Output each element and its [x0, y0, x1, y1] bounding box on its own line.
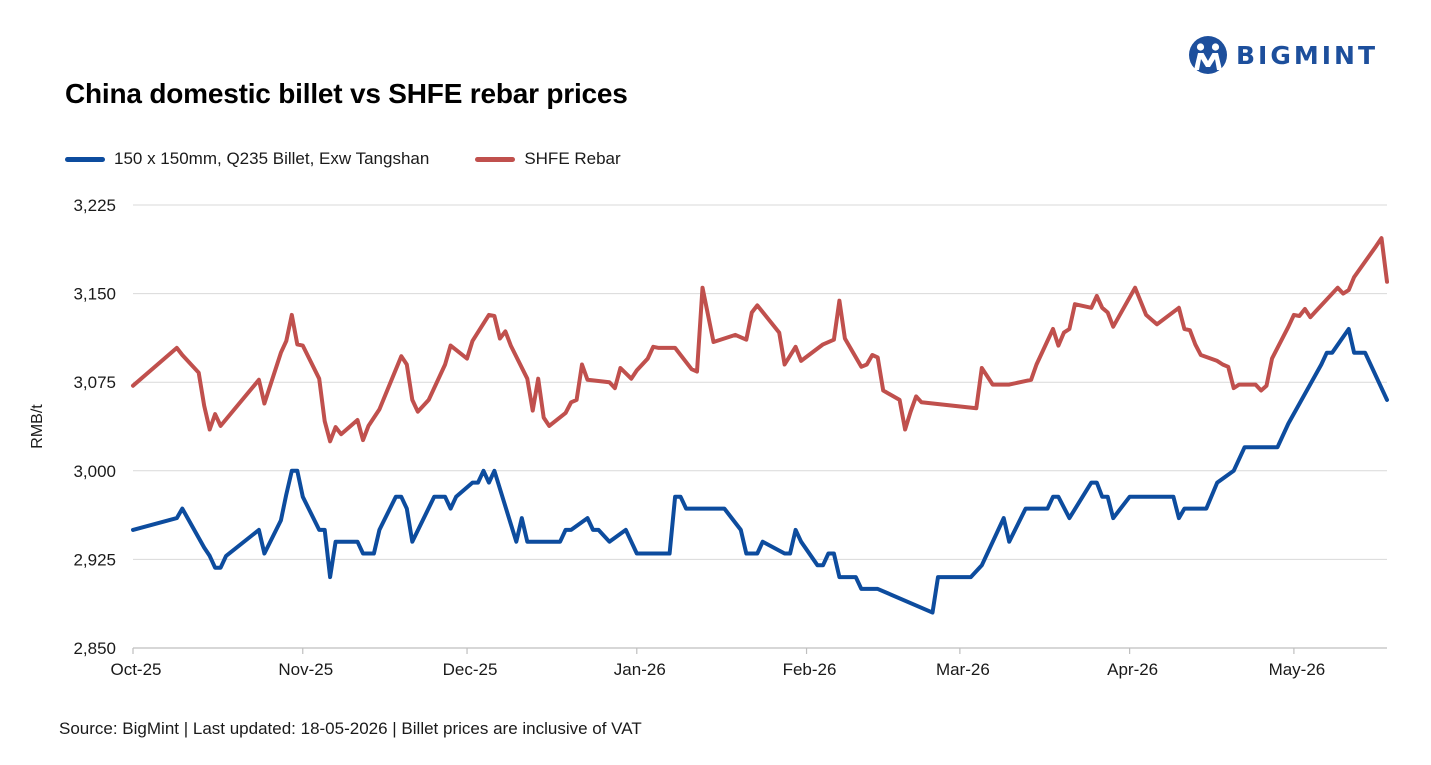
legend-swatch-rebar — [475, 156, 516, 162]
y-tick-label: 2,925 — [73, 550, 116, 569]
x-tick-label: Nov-25 — [278, 660, 333, 679]
x-tick-label: Apr-26 — [1107, 660, 1158, 679]
legend-label-billet: 150 x 150mm, Q235 Billet, Exw Tangshan — [114, 149, 430, 168]
x-tick-label: Oct-25 — [110, 660, 161, 679]
chart-legend: 150 x 150mm, Q235 Billet, Exw Tangshan S… — [65, 149, 667, 169]
legend-item-billet: 150 x 150mm, Q235 Billet, Exw Tangshan — [65, 149, 429, 169]
x-tick-label: May-26 — [1269, 660, 1326, 679]
chart-title: China domestic billet vs SHFE rebar pric… — [65, 78, 628, 109]
y-tick-label: 3,000 — [73, 462, 116, 481]
legend-swatch-billet — [65, 156, 105, 162]
y-axis-label: RMB/t — [29, 404, 46, 449]
rebar-series-line — [131, 236, 1389, 444]
x-tick-label: Jan-26 — [614, 660, 666, 679]
bigmint-logo-text: BIGMINT — [1236, 40, 1379, 70]
legend-label-rebar: SHFE Rebar — [524, 149, 621, 168]
billet-series-line — [131, 327, 1389, 615]
x-tick-label: Dec-25 — [443, 660, 498, 679]
y-tick-label: 3,225 — [73, 196, 116, 215]
y-tick-label: 3,075 — [73, 373, 116, 392]
y-tick-label: 3,150 — [73, 285, 116, 304]
bigmint-logo: BIGMINT — [1188, 33, 1378, 77]
x-tick-label: Feb-26 — [783, 660, 837, 679]
bigmint-logo-icon — [1189, 36, 1227, 74]
y-tick-label: 2,850 — [73, 639, 116, 658]
x-tick-label: Mar-26 — [936, 660, 990, 679]
legend-item-rebar: SHFE Rebar — [475, 149, 621, 169]
source-footnote: Source: BigMint | Last updated: 18-05-20… — [59, 719, 642, 738]
